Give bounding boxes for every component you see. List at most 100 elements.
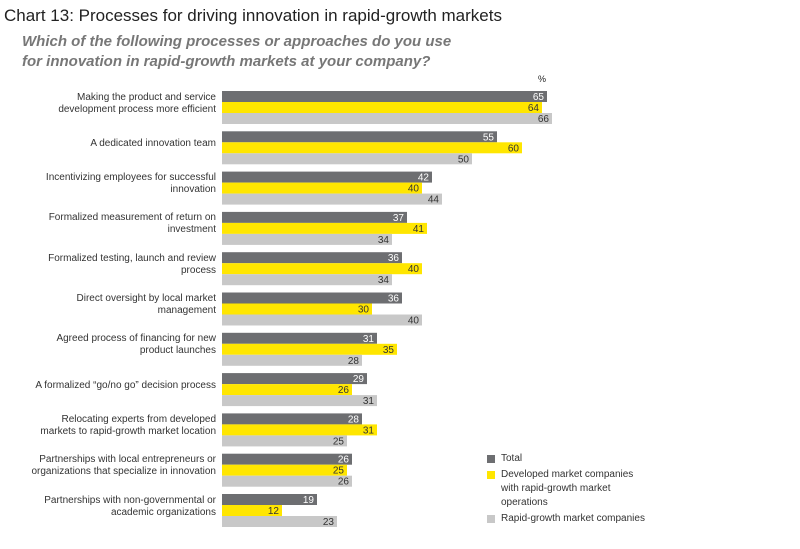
category-label: Agreed process of financing for new produ… xyxy=(16,333,216,357)
bar-total xyxy=(222,171,432,183)
bar-value-label: 44 xyxy=(428,195,440,206)
legend-swatch-rapid-growth xyxy=(487,515,495,523)
category-label: Partnerships with local entrepreneurs or… xyxy=(16,454,216,478)
bar-total xyxy=(222,211,407,223)
subtitle-line-1: Which of the following processes or appr… xyxy=(22,33,452,50)
legend-text: operations xyxy=(501,497,548,508)
category-label: A dedicated innovation team xyxy=(16,138,216,150)
bar-value-label: 35 xyxy=(383,345,395,356)
bar-rapid-growth xyxy=(222,153,472,165)
bar-developed xyxy=(222,182,422,194)
bar-value-label: 12 xyxy=(268,506,280,517)
bar-total xyxy=(222,91,547,102)
category-label: Formalized testing, launch and review pro… xyxy=(16,253,216,277)
bar-value-label: 40 xyxy=(408,316,420,327)
legend-text: with rapid-growth market xyxy=(501,483,611,494)
bar-developed xyxy=(222,222,427,234)
category-label-line: A formalized “go/no go” decision process xyxy=(35,379,216,391)
bar-total xyxy=(222,373,367,385)
bar-value-label: 40 xyxy=(408,184,420,195)
chart-title: Chart 13: Processes for driving innovati… xyxy=(4,6,502,25)
bar-value-label: 26 xyxy=(338,477,350,488)
chart-legend: Total Developed market companies with ra… xyxy=(487,452,667,528)
bar-rapid-growth xyxy=(222,395,377,407)
bar-developed xyxy=(222,303,372,315)
category-label-line: innovation xyxy=(170,184,216,196)
category-label: Relocating experts from developed markets… xyxy=(16,414,216,438)
bar-developed xyxy=(222,384,352,396)
bar-rapid-growth xyxy=(222,193,442,205)
bar-total xyxy=(222,413,362,425)
category-label: Partnerships with non-governmental or aca… xyxy=(16,495,216,519)
category-label-line: Agreed process of financing for new xyxy=(56,333,216,345)
category-label-line: Making the product and service xyxy=(77,91,216,103)
category-label: A formalized “go/no go” decision process xyxy=(16,380,216,392)
legend-item-developed: Developed market companies with rapid-gr… xyxy=(487,468,667,510)
bar-developed xyxy=(222,102,542,113)
category-label-line: organizations that specialize in innovat… xyxy=(31,466,216,478)
bar-developed xyxy=(222,343,397,355)
legend-text: Total xyxy=(501,453,523,464)
bar-rapid-growth xyxy=(222,113,552,124)
bar-developed xyxy=(222,505,282,516)
category-label-line: Formalized testing, launch and review xyxy=(48,252,216,264)
bar-value-label: 28 xyxy=(348,356,360,367)
bar-rapid-growth xyxy=(222,435,347,447)
bar-value-label: 26 xyxy=(338,455,350,466)
bar-rapid-growth xyxy=(222,516,337,527)
category-label-line: management xyxy=(157,305,216,316)
bar-value-label: 25 xyxy=(333,436,345,447)
bar-developed xyxy=(222,424,377,436)
bar-rapid-growth xyxy=(222,274,392,286)
bar-developed xyxy=(222,464,347,476)
bar-value-label: 64 xyxy=(528,103,540,114)
bar-value-label: 28 xyxy=(348,414,360,425)
legend-text: Developed market companies xyxy=(501,469,634,480)
bar-value-label: 31 xyxy=(363,334,375,345)
bar-value-label: 19 xyxy=(303,495,315,506)
legend-item-rapid-growth: Rapid-growth market companies xyxy=(487,512,667,526)
bar-value-label: 30 xyxy=(358,305,370,316)
bar-value-label: 37 xyxy=(393,213,405,224)
bar-developed xyxy=(222,263,422,275)
bar-rapid-growth xyxy=(222,475,352,487)
bar-value-label: 66 xyxy=(538,114,550,125)
bar-rapid-growth xyxy=(222,314,422,326)
bar-value-label: 65 xyxy=(533,92,545,103)
legend-item-total: Total xyxy=(487,452,667,466)
bar-total xyxy=(222,494,317,505)
legend-swatch-total xyxy=(487,455,495,463)
bar-value-label: 25 xyxy=(333,466,345,477)
category-label-line: Partnerships with non-governmental or xyxy=(44,494,216,506)
bar-value-label: 36 xyxy=(388,253,400,264)
bar-value-label: 34 xyxy=(378,275,390,286)
bar-value-label: 40 xyxy=(408,264,420,275)
category-label: Incentivizing employees for successful in… xyxy=(16,172,216,196)
category-label: Direct oversight by local market manageme… xyxy=(16,293,217,317)
bar-value-label: 29 xyxy=(353,374,365,385)
legend-label-rapid-growth: Rapid-growth market companies xyxy=(501,512,645,526)
legend-label-developed: Developed market companies with rapid-gr… xyxy=(501,468,633,510)
legend-label-total: Total xyxy=(501,452,522,466)
bar-value-label: 60 xyxy=(508,143,520,154)
category-label-line: process xyxy=(180,264,216,276)
bar-rapid-growth xyxy=(222,233,392,245)
category-label-line: academic organizations xyxy=(110,506,216,518)
category-label-line: development process more efficient xyxy=(58,103,216,115)
bar-value-label: 55 xyxy=(483,132,495,143)
chart-subtitle: Which of the following processes or appr… xyxy=(22,32,542,72)
bar-value-label: 42 xyxy=(418,173,430,184)
category-label: Making the product and service developmen… xyxy=(16,92,216,116)
category-label-line: investment xyxy=(167,224,216,236)
bar-value-label: 23 xyxy=(323,517,335,528)
category-label-line: markets to rapid-growth market location xyxy=(40,425,216,437)
bar-total xyxy=(222,252,402,264)
category-label-line: Incentivizing employees for successful xyxy=(45,172,216,184)
bar-value-label: 41 xyxy=(413,224,425,235)
category-label-line: Formalized measurement of return on xyxy=(48,212,216,224)
bar-value-label: 36 xyxy=(388,294,400,305)
category-label-line: A dedicated innovation team xyxy=(90,137,216,149)
bar-total xyxy=(222,292,402,304)
bar-value-label: 31 xyxy=(363,396,375,407)
